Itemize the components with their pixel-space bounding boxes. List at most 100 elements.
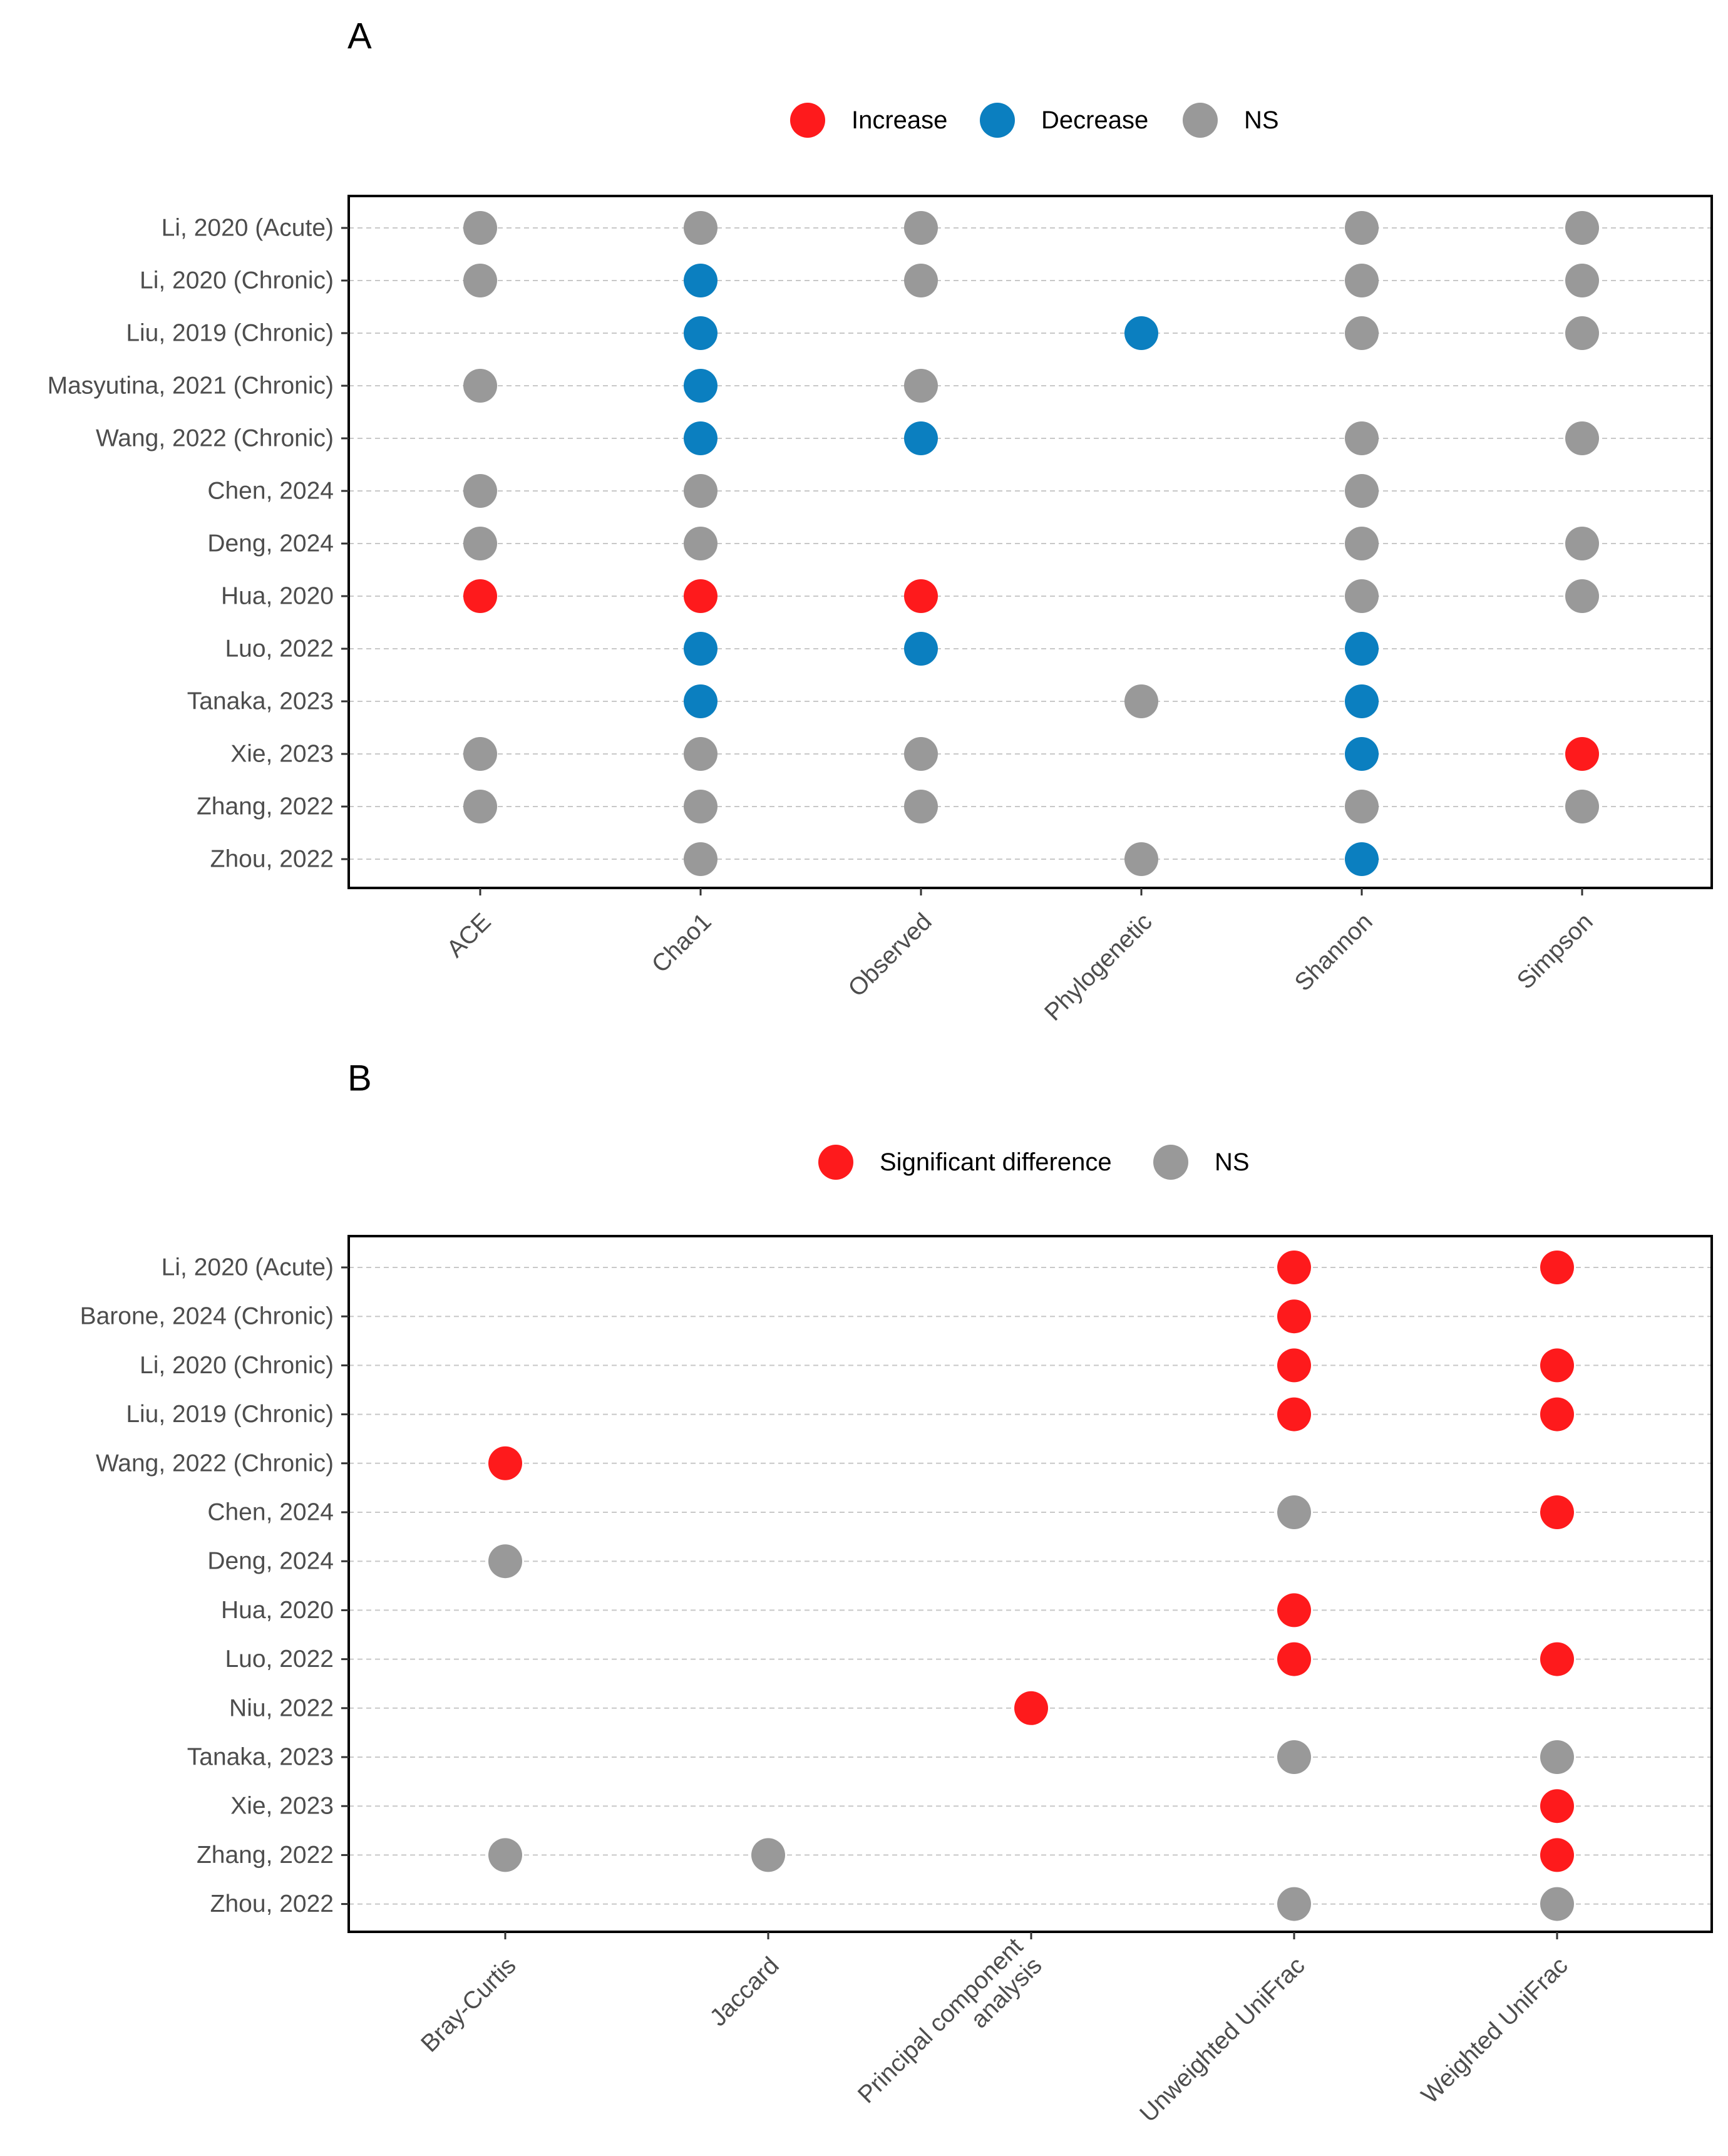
legend-label-sig: Significant difference [880,1148,1112,1176]
y-tick-label: Tanaka, 2023 [187,688,334,715]
data-point-luo-2022-weighted-unifrac-sig [1540,1642,1574,1676]
data-point-liu-2019-chronic-phylogenetic-decrease [1124,316,1158,350]
data-point-tanaka-2023-weighted-unifrac-ns [1540,1740,1574,1774]
data-point-hua-2020-shannon-ns [1345,579,1379,613]
y-tick-label: Luo, 2022 [225,636,334,663]
data-point-masyutina-2021-chronic-chao1-decrease [684,369,717,403]
y-tick-label: Li, 2020 (Chronic) [140,1352,334,1379]
y-tick-label: Niu, 2022 [229,1694,334,1721]
y-tick-label: Zhang, 2022 [197,1842,334,1869]
data-point-deng-2024-bray-curtis-ns [488,1544,522,1579]
legend: Significant difference NS [818,1145,1250,1180]
data-point-masyutina-2021-chronic-observed-ns [904,369,938,403]
data-point-li-2020-chronic-observed-ns [904,264,938,297]
y-tick-label: Zhang, 2022 [197,793,334,820]
data-point-liu-2019-chronic-chao1-decrease [684,316,717,350]
legend-marker-sig [818,1145,853,1180]
data-point-zhou-2022-phylogenetic-ns [1124,842,1158,876]
y-tick-label: Zhou, 2022 [210,846,334,873]
y-tick-label: Liu, 2019 (Chronic) [126,1401,334,1428]
data-point-luo-2022-unweighted-unifrac-sig [1277,1642,1311,1676]
data-point-xie-2023-weighted-unifrac-sig [1540,1789,1574,1823]
data-point-zhou-2022-shannon-decrease [1345,842,1379,876]
data-point-li-2020-chronic-chao1-decrease [684,264,717,297]
data-point-li-2020-chronic-ace-ns [463,264,497,297]
legend-label-decrease: Decrease [1041,106,1148,134]
y-tick-label: Masyutina, 2021 (Chronic) [48,373,334,400]
data-point-luo-2022-shannon-decrease [1345,632,1379,666]
y-axis: Li, 2020 (Acute) Li, 2020 (Chronic) Liu, 2… [48,215,349,873]
data-point-chen-2024-shannon-ns [1345,474,1379,508]
data-point-xie-2023-chao1-ns [684,737,717,771]
data-point-li-2020-acute-ace-ns [463,211,497,245]
data-point-zhou-2022-weighted-unifrac-ns [1540,1887,1574,1921]
data-point-li-2020-chronic-simpson-ns [1565,264,1599,297]
data-point-hua-2020-ace-increase [463,579,497,613]
data-point-li-2020-chronic-shannon-ns [1345,264,1379,297]
data-point-deng-2024-chao1-ns [684,527,717,560]
y-tick-label: Zhou, 2022 [210,1890,334,1917]
data-point-li-2020-chronic-unweighted-unifrac-sig [1277,1348,1311,1383]
data-point-wang-2022-chronic-bray-curtis-sig [488,1446,522,1480]
data-point-hua-2020-simpson-ns [1565,579,1599,613]
data-point-xie-2023-shannon-decrease [1345,737,1379,771]
y-tick-label: Hua, 2020 [221,1597,334,1624]
data-point-li-2020-acute-chao1-ns [684,211,717,245]
data-point-liu-2019-chronic-shannon-ns [1345,316,1379,350]
data-points [488,1251,1574,1921]
legend-label-ns: NS [1215,1148,1250,1176]
data-point-chen-2024-chao1-ns [684,474,717,508]
data-point-hua-2020-unweighted-unifrac-sig [1277,1593,1311,1627]
data-point-liu-2019-chronic-unweighted-unifrac-sig [1277,1397,1311,1431]
data-point-deng-2024-simpson-ns [1565,527,1599,560]
data-point-niu-2022-principal-component-analysis-sig [1014,1691,1048,1725]
data-point-deng-2024-ace-ns [463,527,497,560]
data-point-zhang-2022-observed-ns [904,790,938,823]
legend: Increase Decrease NS [790,103,1279,138]
y-tick-label: Wang, 2022 (Chronic) [96,1450,334,1477]
data-point-tanaka-2023-phylogenetic-ns [1124,684,1158,718]
data-point-luo-2022-chao1-decrease [684,632,717,666]
y-tick-label: Hua, 2020 [221,583,334,610]
data-point-zhou-2022-chao1-ns [684,842,717,876]
data-point-zhang-2022-jaccard-ns [751,1838,785,1872]
data-point-zhou-2022-unweighted-unifrac-ns [1277,1887,1311,1921]
data-point-deng-2024-shannon-ns [1345,527,1379,560]
data-point-li-2020-acute-shannon-ns [1345,211,1379,245]
data-point-wang-2022-chronic-observed-decrease [904,421,938,455]
y-tick-label: Deng, 2024 [207,1548,334,1575]
data-point-xie-2023-simpson-increase [1565,737,1599,771]
data-point-wang-2022-chronic-simpson-ns [1565,421,1599,455]
y-tick-label: Tanaka, 2023 [187,1744,334,1771]
data-point-xie-2023-ace-ns [463,737,497,771]
y-tick-label: Li, 2020 (Chronic) [140,267,334,294]
data-point-liu-2019-chronic-weighted-unifrac-sig [1540,1397,1574,1431]
data-point-chen-2024-unweighted-unifrac-ns [1277,1495,1311,1529]
data-point-barone-2024-chronic-unweighted-unifrac-sig [1277,1299,1311,1334]
y-tick-label: Li, 2020 (Acute) [162,1254,334,1281]
data-point-luo-2022-observed-decrease [904,632,938,666]
data-point-zhang-2022-ace-ns [463,790,497,823]
data-point-zhang-2022-simpson-ns [1565,790,1599,823]
data-point-liu-2019-chronic-simpson-ns [1565,316,1599,350]
legend-marker-ns [1183,103,1218,138]
data-point-wang-2022-chronic-chao1-decrease [684,421,717,455]
legend-label-ns: NS [1244,106,1279,134]
legend-marker-ns [1153,1145,1188,1180]
panel-label: A [347,16,372,56]
data-point-zhang-2022-weighted-unifrac-sig [1540,1838,1574,1872]
y-tick-label: Wang, 2022 (Chronic) [96,425,334,452]
y-tick-label: Xie, 2023 [230,741,334,768]
panel-label: B [347,1058,372,1098]
data-points [463,211,1599,876]
data-point-chen-2024-ace-ns [463,474,497,508]
data-point-wang-2022-chronic-shannon-ns [1345,421,1379,455]
data-point-xie-2023-observed-ns [904,737,938,771]
data-point-tanaka-2023-unweighted-unifrac-ns [1277,1740,1311,1774]
y-tick-label: Liu, 2019 (Chronic) [126,320,334,347]
data-point-zhang-2022-shannon-ns [1345,790,1379,823]
legend-marker-increase [790,103,825,138]
y-axis: Li, 2020 (Acute) Barone, 2024 (Chronic) Li… [80,1254,349,1917]
panel-border [347,195,1713,889]
